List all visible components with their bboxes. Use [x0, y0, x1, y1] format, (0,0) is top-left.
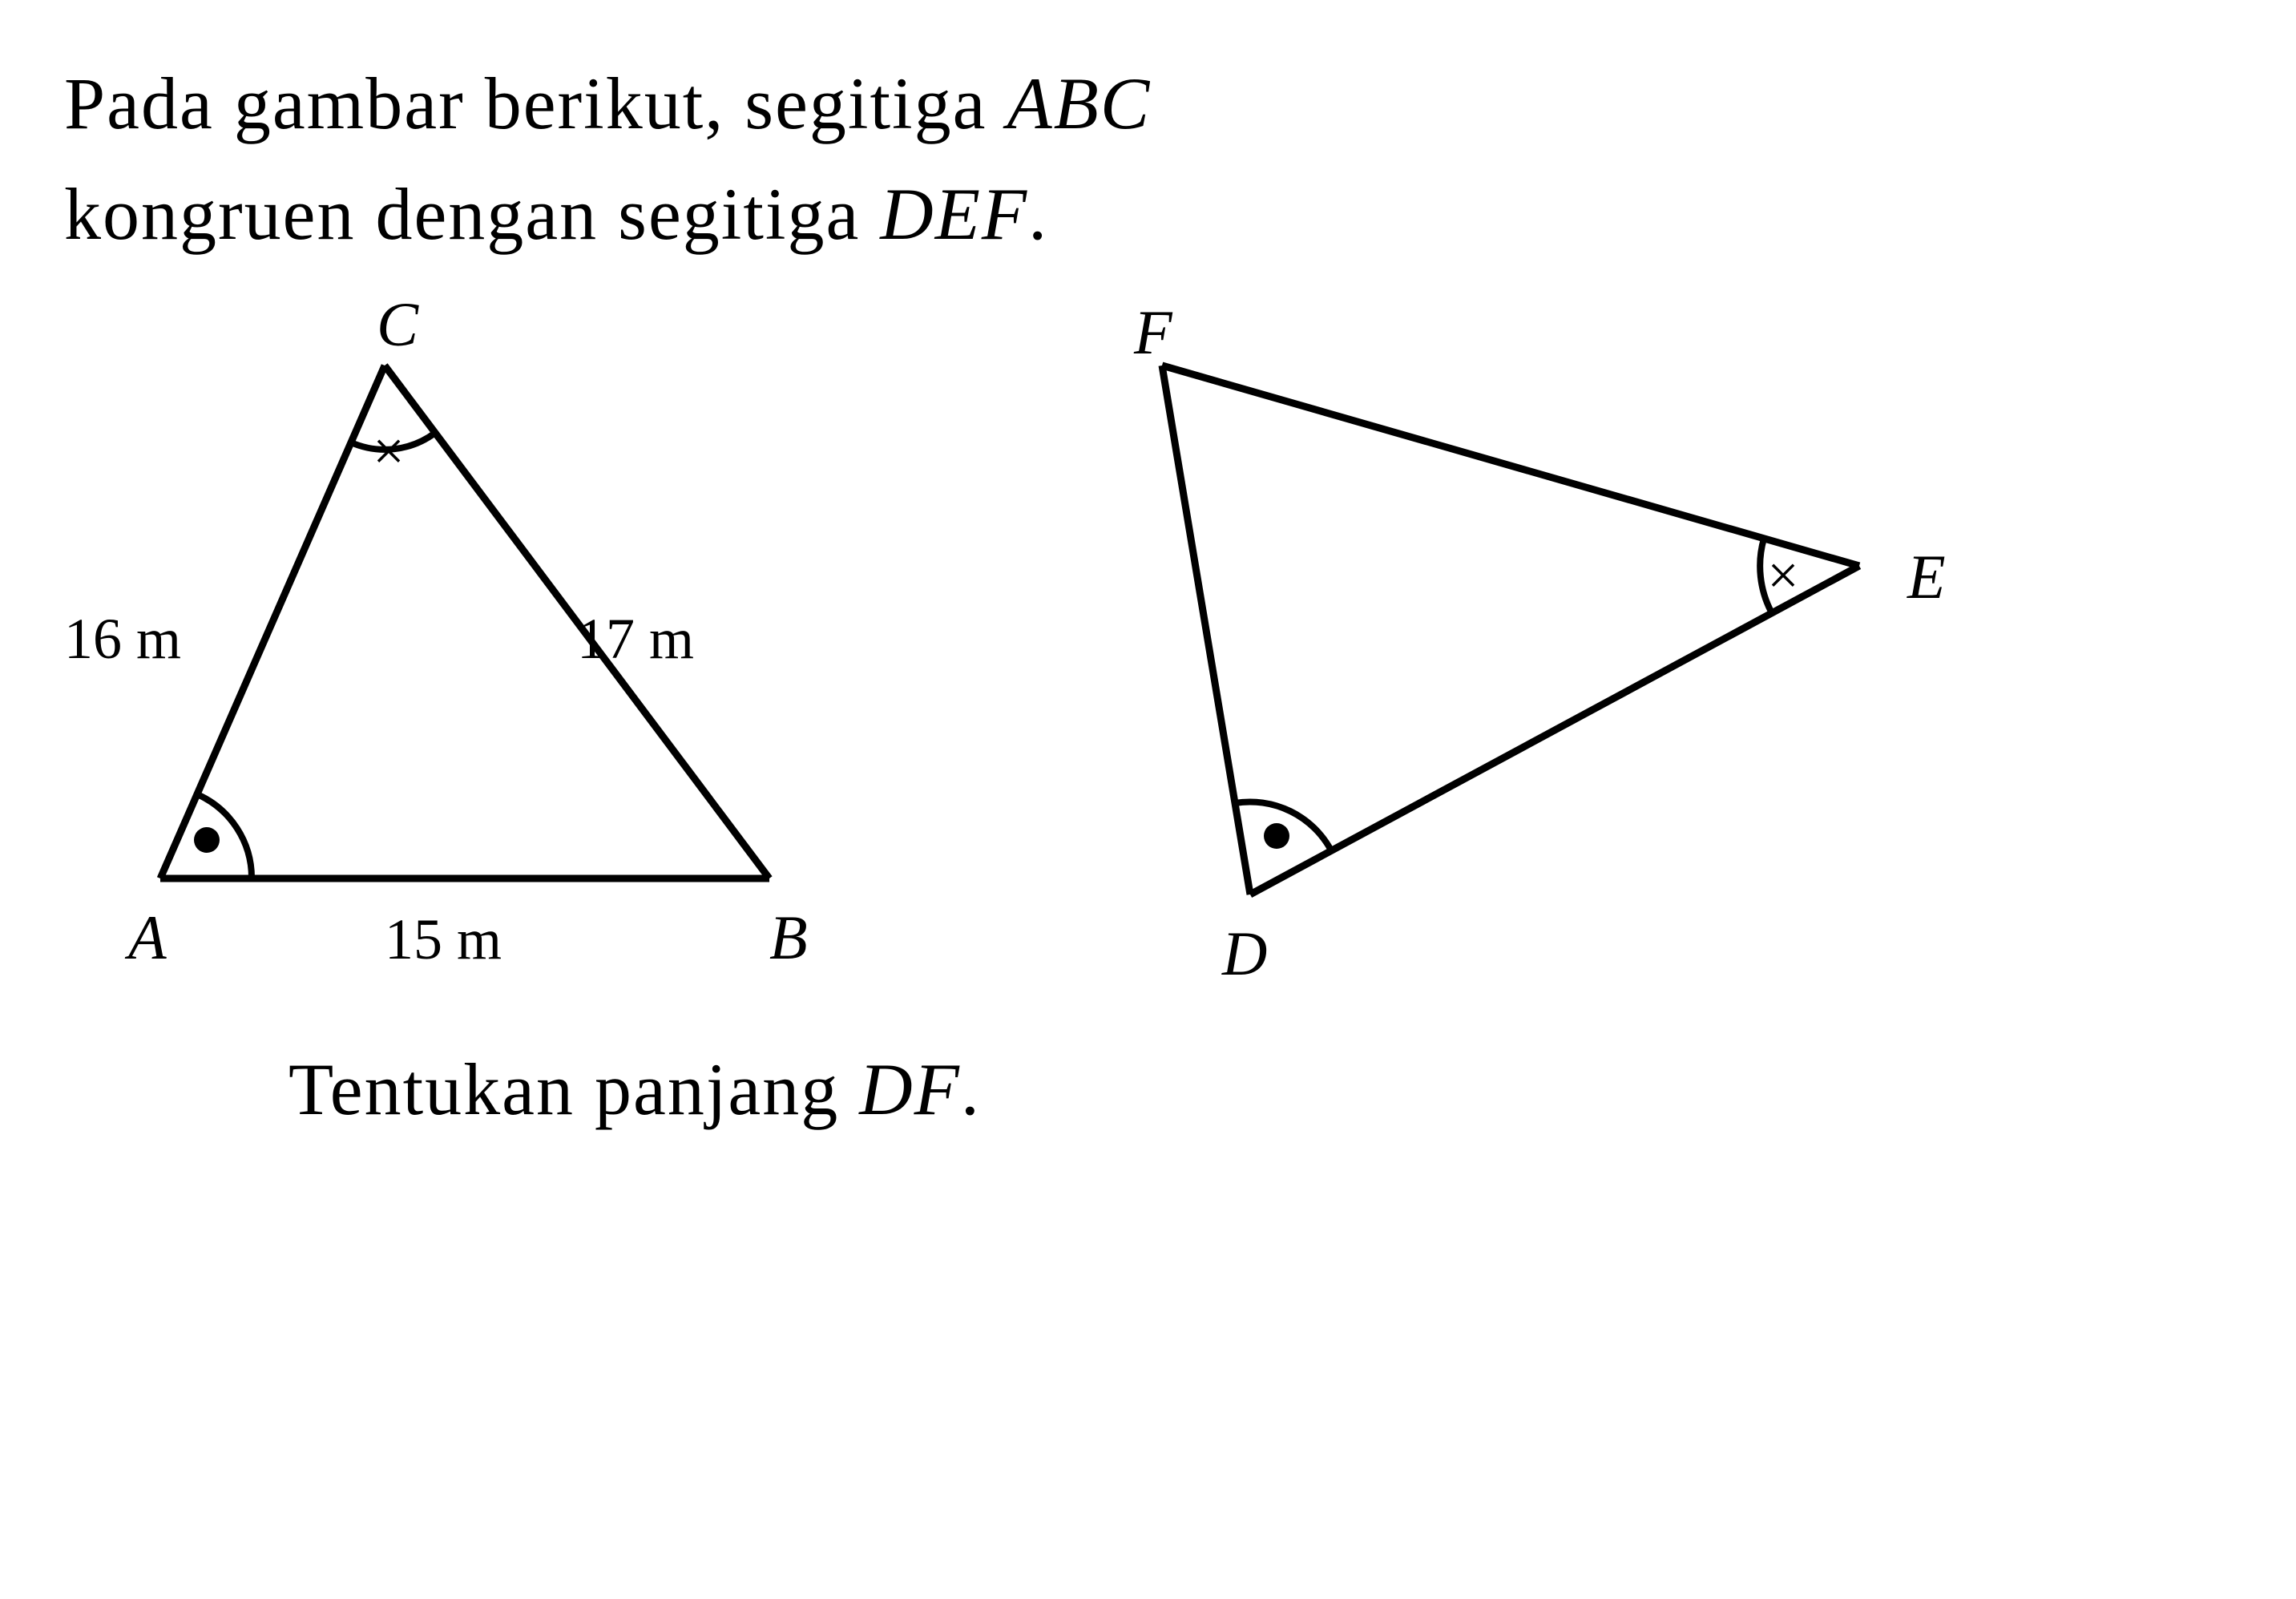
- text-part: kongruen dengan segitiga: [64, 173, 880, 255]
- side-ef: [1162, 365, 1859, 566]
- vertex-c-label: C: [377, 301, 419, 359]
- angle-mark-x: ×: [373, 421, 404, 483]
- triangle-abc-label: ABC: [1007, 63, 1151, 144]
- triangle-def-diagram: × D E F: [1026, 301, 2036, 999]
- vertex-d-label: D: [1221, 919, 1267, 988]
- vertex-b-label: B: [769, 902, 808, 972]
- side-fd: [1162, 365, 1250, 894]
- text-part: Pada gambar berikut, segitiga: [64, 63, 1007, 144]
- problem-statement: Pada gambar berikut, segitiga ABC kongru…: [64, 48, 2232, 269]
- segment-df-label: DF: [859, 1048, 961, 1130]
- side-cb-label: 17 m: [577, 607, 694, 671]
- side-de: [1250, 566, 1859, 894]
- triangle-def-label: DEF: [880, 173, 1028, 255]
- question-statement: Tentukan panjang DF.: [64, 1047, 2232, 1132]
- angle-mark-dot-d: [1264, 823, 1289, 849]
- period: .: [1028, 173, 1048, 255]
- vertex-f-label: F: [1133, 301, 1173, 367]
- angle-mark-x-e: ×: [1767, 545, 1798, 607]
- diagrams-row: × A B C 16 m 17 m 15 m: [64, 301, 2232, 999]
- angle-mark-dot: [194, 827, 220, 853]
- question-part: Tentukan panjang: [289, 1048, 859, 1130]
- period: .: [961, 1048, 981, 1130]
- side-ac-label: 16 m: [64, 607, 181, 671]
- side-ab-label: 15 m: [385, 907, 502, 971]
- triangle-abc-diagram: × A B C 16 m 17 m 15 m: [64, 301, 882, 999]
- problem-container: Pada gambar berikut, segitiga ABC kongru…: [64, 48, 2232, 1132]
- triangle-def-svg: × D E F: [1026, 301, 2036, 999]
- triangle-abc-svg: × A B C 16 m 17 m 15 m: [64, 301, 882, 999]
- vertex-e-label: E: [1907, 542, 1946, 612]
- vertex-a-label: A: [124, 902, 167, 972]
